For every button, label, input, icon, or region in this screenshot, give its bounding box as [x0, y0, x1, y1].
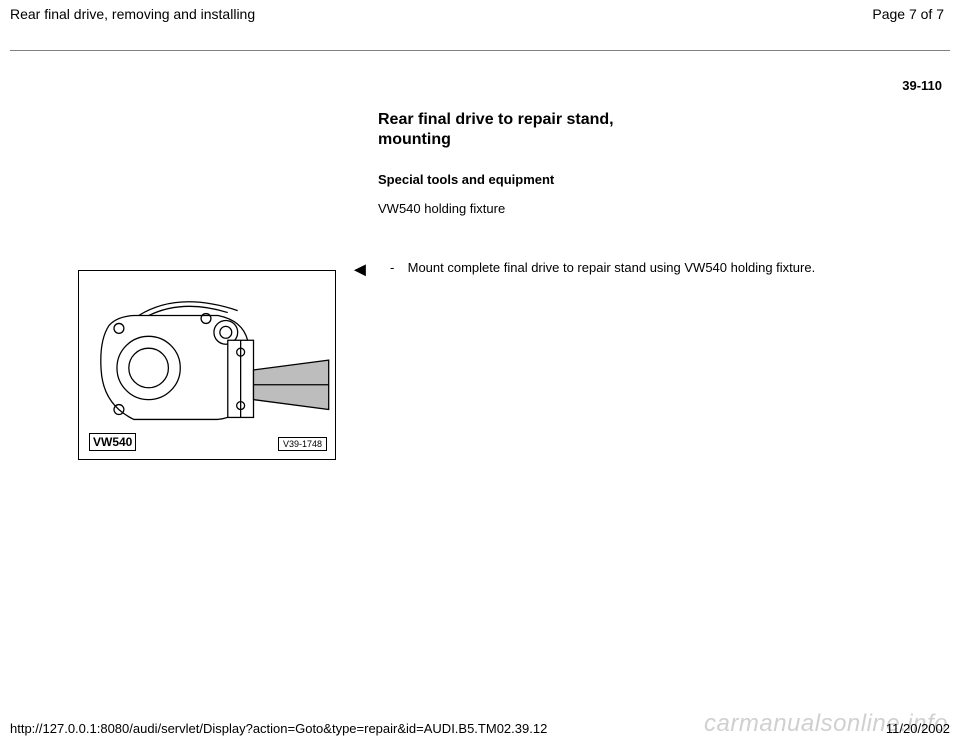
step-text: Mount complete final drive to repair sta… — [408, 260, 816, 275]
header-title: Rear final drive, removing and installin… — [10, 6, 255, 22]
page-footer: http://127.0.0.1:8080/audi/servlet/Displ… — [10, 721, 950, 736]
page: Rear final drive, removing and installin… — [0, 0, 960, 742]
footer-url: http://127.0.0.1:8080/audi/servlet/Displ… — [10, 721, 547, 736]
step-row: ◄ - Mount complete final drive to repair… — [350, 260, 920, 275]
equipment-item: VW540 holding fixture — [378, 201, 920, 216]
figure: VW540 V39-1748 — [78, 270, 336, 460]
step-list: - Mount complete final drive to repair s… — [390, 260, 920, 275]
content-area: Rear final drive to repair stand, mounti… — [0, 110, 960, 682]
subheading: Special tools and equipment — [378, 172, 920, 187]
section-reference: 39-110 — [902, 78, 942, 93]
figure-id: V39-1748 — [278, 437, 327, 451]
figure-drawing — [79, 271, 335, 459]
footer-date: 11/20/2002 — [886, 721, 950, 736]
procedure-heading: Rear final drive to repair stand, mounti… — [378, 110, 920, 150]
left-arrow-icon: ◄ — [350, 260, 370, 280]
page-indicator: Page 7 of 7 — [872, 6, 944, 22]
page-header: Rear final drive, removing and installin… — [0, 0, 960, 26]
header-rule — [10, 50, 950, 51]
figure-label: VW540 — [89, 433, 136, 451]
text-column: Rear final drive to repair stand, mounti… — [378, 110, 920, 234]
heading-line-2: mounting — [378, 131, 451, 148]
list-dash: - — [390, 260, 404, 275]
heading-line-1: Rear final drive to repair stand, — [378, 111, 614, 128]
